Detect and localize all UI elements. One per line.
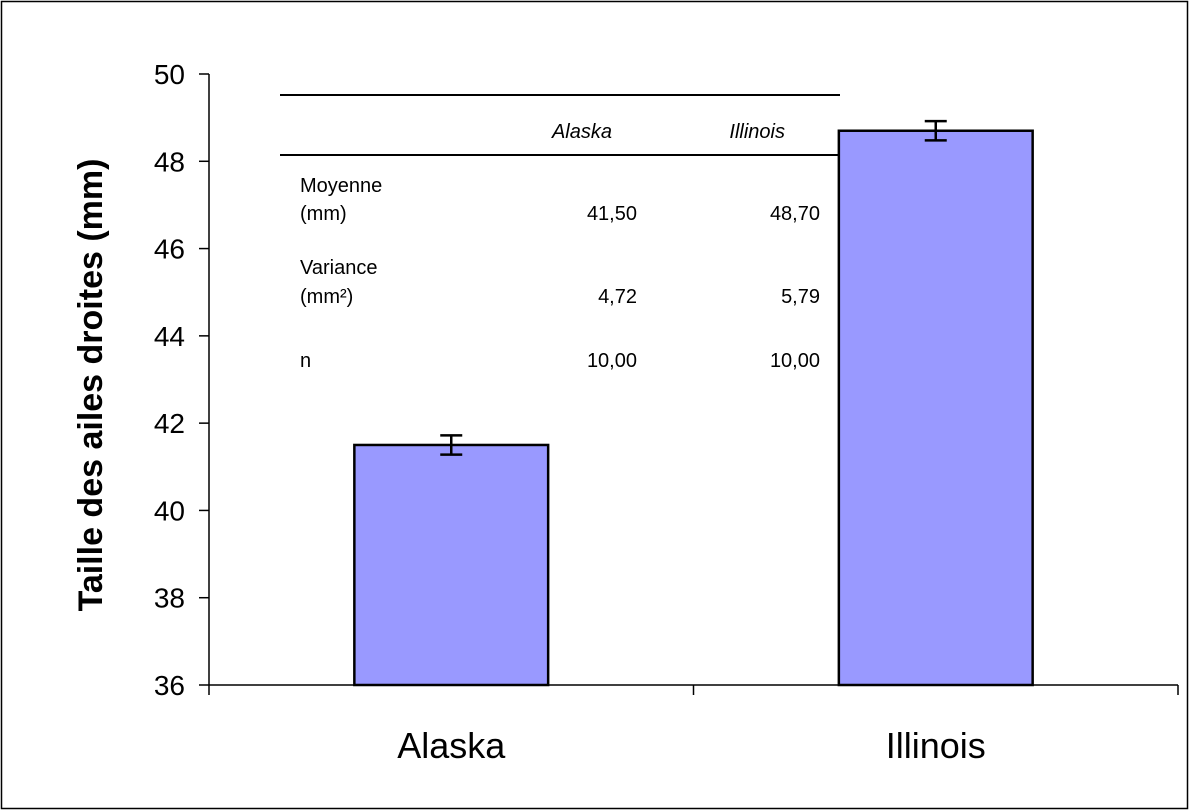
x-category-label: Alaska (397, 725, 506, 766)
y-tick-label: 50 (154, 59, 185, 90)
stats-table: Alaska Illinois Moyenne (mm) 41,50 48,70… (280, 94, 840, 372)
table-row-label: (mm) (300, 203, 347, 225)
table-row-label: n (300, 350, 311, 372)
y-tick-label: 46 (154, 234, 185, 265)
table-cell: 48,70 (770, 203, 820, 225)
table-cell: 4,72 (598, 286, 637, 308)
table-row-label: (mm²) (300, 286, 353, 308)
table-col-header: Alaska (551, 121, 612, 143)
y-tick-label: 48 (154, 146, 185, 177)
y-tick-label: 36 (154, 670, 185, 701)
y-axis-label: Taille des ailes droites (mm) (72, 159, 110, 612)
table-cell: 41,50 (587, 203, 637, 225)
table-row-label: Moyenne (300, 175, 382, 197)
table-cell: 10,00 (770, 350, 820, 372)
y-tick-label: 44 (154, 321, 185, 352)
bar (837, 129, 1034, 687)
y-tick-label: 38 (154, 583, 185, 614)
y-tick-label: 40 (154, 495, 185, 526)
bars-group (353, 119, 1034, 687)
y-ticks-group: 36 38 40 42 44 46 48 50 (154, 59, 209, 701)
bar (353, 443, 550, 687)
y-tick-label: 42 (154, 408, 185, 439)
x-category-label: Illinois (886, 725, 986, 766)
table-col-header: Illinois (729, 121, 785, 143)
table-cell: 10,00 (587, 350, 637, 372)
table-row-label: Variance (300, 257, 377, 279)
x-labels-group: Alaska Illinois (208, 685, 1179, 766)
table-cell: 5,79 (781, 286, 820, 308)
